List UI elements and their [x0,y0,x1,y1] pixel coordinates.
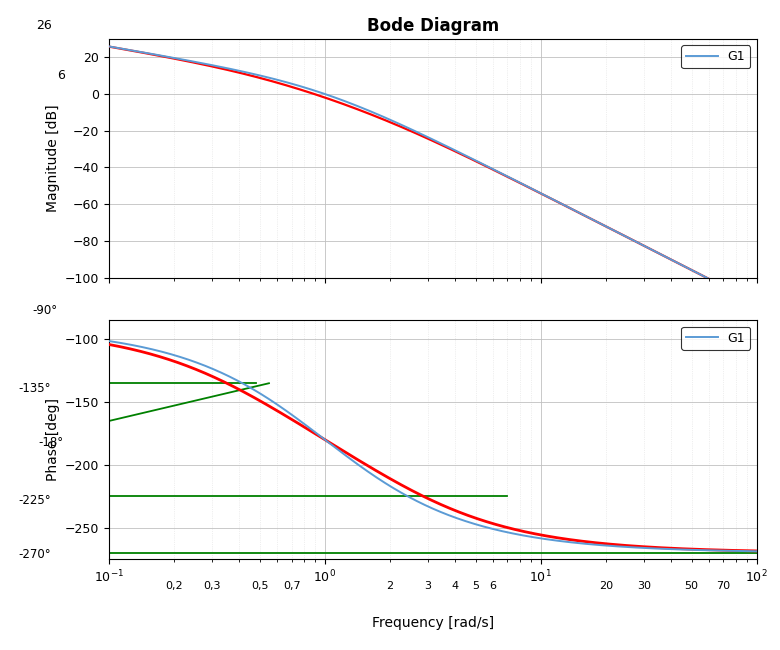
Legend: G1: G1 [682,46,750,68]
Text: 0,5: 0,5 [251,581,269,592]
Text: 20: 20 [599,581,613,592]
Text: 2: 2 [386,581,394,592]
Y-axis label: Magnitude [dB]: Magnitude [dB] [45,105,59,212]
Text: 0,2: 0,2 [165,581,183,592]
G1 [615,229,624,237]
Text: -225°: -225° [19,494,51,507]
Text: -135°: -135° [19,382,51,395]
Text: 26: 26 [37,19,52,32]
X-axis label: Frequency [rad/s]: Frequency [rad/s] [372,616,494,630]
Text: 5: 5 [473,581,480,592]
Legend: G1: G1 [682,327,750,350]
G1 [420,500,429,508]
G1 [733,547,743,555]
G1 [105,42,114,50]
G1 [137,343,147,351]
Y-axis label: Phase [deg]: Phase [deg] [45,398,59,481]
Title: Bode Diagram: Bode Diagram [367,17,499,34]
Text: 6: 6 [57,70,65,83]
G1 [752,547,761,555]
Text: 0,7: 0,7 [283,581,300,592]
G1 [752,299,761,307]
G1 [733,289,743,297]
G1 [402,124,412,131]
Text: 4: 4 [452,581,459,592]
Line: G1: G1 [109,46,757,303]
Text: 6: 6 [489,581,496,592]
Text: 50: 50 [685,581,699,592]
Text: 0,3: 0,3 [204,581,221,592]
Text: -90°: -90° [32,304,57,317]
Text: 3: 3 [424,581,431,592]
Text: 70: 70 [716,581,730,592]
Line: G1: G1 [109,341,757,551]
G1 [105,337,114,345]
G1 [137,48,147,56]
G1 [615,543,624,551]
G1 [733,290,743,298]
Text: 30: 30 [636,581,651,592]
G1 [733,547,743,555]
Text: -18°: -18° [38,436,63,448]
G1 [402,492,412,500]
G1 [420,131,429,139]
Text: -270°: -270° [19,548,51,561]
